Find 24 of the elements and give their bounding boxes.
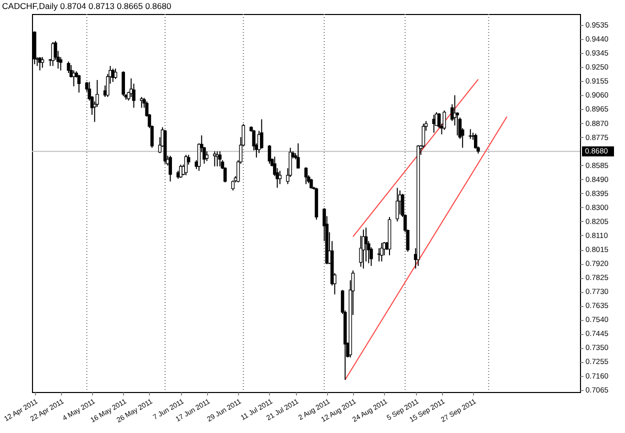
candlestick (380, 242, 384, 262)
candlestick (77, 74, 81, 94)
candlestick (114, 68, 118, 80)
candlestick (140, 96, 144, 108)
candlestick (296, 142, 300, 169)
candlestick (456, 112, 459, 136)
candlestick (432, 114, 436, 134)
chart-title: CADCHF,Daily 0.8704 0.8713 0.8665 0.8680 (2, 1, 172, 11)
candlestick (474, 133, 478, 150)
candlestick (218, 150, 222, 167)
candlestick (122, 70, 125, 97)
candlestick (40, 56, 44, 68)
candlestick (304, 166, 308, 185)
candlestick (442, 110, 446, 130)
candlestick (168, 155, 172, 182)
candlestick (231, 180, 235, 191)
candlestick (66, 61, 70, 74)
candlestick (213, 150, 216, 167)
candlestick (51, 42, 55, 66)
candlestick (268, 144, 272, 164)
candlestick (396, 187, 399, 222)
candlestick (260, 118, 264, 150)
candlestick (310, 178, 313, 190)
candlestick (205, 150, 208, 162)
